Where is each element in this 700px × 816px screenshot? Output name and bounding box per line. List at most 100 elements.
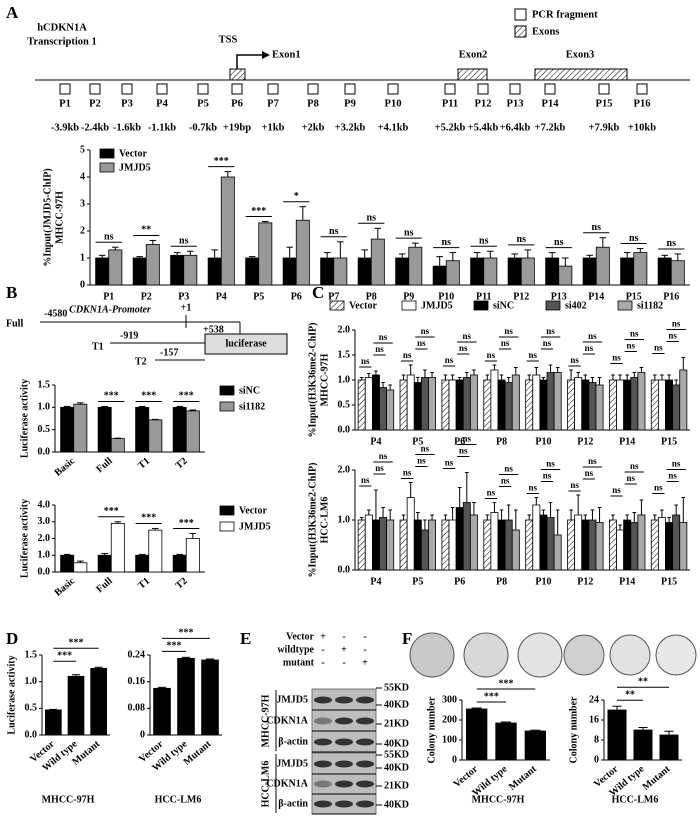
significance-label: ns: [367, 213, 377, 224]
significance-label: ns: [592, 222, 602, 233]
y-tick-label: 4.0: [38, 499, 51, 510]
y-tick-label: 1.5: [25, 649, 38, 660]
bar: [582, 257, 597, 286]
y-tick-label: 100: [442, 734, 457, 745]
primer-position: +2kb: [302, 122, 325, 133]
x-tick-label: Mutant: [641, 763, 673, 793]
bar: [495, 722, 517, 761]
promoter-title: CDKN1A-Promoter: [69, 304, 151, 315]
significance-label: ***: [57, 651, 72, 662]
tss-arrow: [236, 54, 262, 70]
x-tick-label: P14: [619, 576, 635, 587]
legend-label: PCR fragment: [532, 9, 598, 20]
significance-label: ***: [141, 513, 156, 524]
legend-swatch: [514, 25, 527, 38]
pcr-fragment: [509, 83, 521, 95]
blot-band: [314, 760, 332, 768]
bar: [420, 377, 429, 431]
primer-label: P1: [59, 98, 71, 109]
primer-label: P9: [344, 98, 356, 109]
bar: [462, 502, 471, 571]
y-axis-label: %Input(H3K36me2-ChIP): [307, 462, 318, 577]
pcr-fragment: [444, 83, 456, 95]
x-tick-label: P3: [178, 291, 189, 302]
significance-label: ns: [361, 475, 370, 485]
y-axis-label: Luciferase activity: [19, 379, 30, 458]
significance-label: ns: [585, 343, 594, 353]
bar: [490, 369, 499, 431]
condition-label: wildtype: [277, 644, 314, 655]
y-axis-label: HCC-LM6: [319, 497, 330, 544]
bar: [95, 257, 110, 286]
legend-label: siNC: [493, 300, 514, 311]
pcr-fragment: [59, 83, 71, 95]
x-tick-label: P12: [577, 436, 593, 447]
condition-sign: -: [321, 644, 324, 655]
significance-label: ns: [668, 471, 677, 481]
significance-label: ns: [179, 236, 189, 247]
y-tick-label: 0.5: [38, 424, 51, 435]
bar: [386, 389, 395, 431]
primer-label: P3: [121, 98, 133, 109]
significance-label: ns: [417, 338, 426, 348]
legend-swatch: [219, 401, 235, 412]
significance-label: ***: [214, 156, 229, 167]
blot-band: [335, 696, 353, 704]
panel-label: C: [312, 283, 324, 302]
y-tick-label: 1.0: [38, 402, 51, 413]
panel-label: D: [6, 629, 18, 648]
x-tick-label: T2: [174, 456, 190, 472]
colony-images: [409, 632, 697, 678]
exon-label: Exon3: [566, 49, 595, 60]
transcript-name: Transcription 1: [27, 36, 97, 47]
bar: [620, 257, 635, 286]
bar: [110, 523, 125, 573]
primer-label: P7: [267, 98, 279, 109]
significance-label: ns: [588, 331, 597, 341]
x-tick-label: P8: [496, 436, 507, 447]
bar: [672, 514, 681, 571]
significance-label: ns: [487, 488, 496, 498]
pcr-fragment: [267, 83, 279, 95]
x-tick-label: P6: [454, 436, 465, 447]
y-tick-label: 1.0: [38, 550, 51, 561]
x-tick-label: P2: [141, 291, 152, 302]
x-tick-label: P9: [403, 291, 414, 302]
y-tick-label: 0.0: [338, 564, 351, 575]
condition-sign: -: [342, 631, 345, 642]
construct-start: -919: [120, 330, 138, 341]
significance-label: ***: [179, 518, 194, 529]
gene-name: hCDKN1A: [37, 22, 87, 33]
protein-label: β-actin: [278, 798, 308, 809]
bar: [320, 257, 335, 286]
bar: [60, 406, 75, 453]
condition-sign: -: [363, 631, 366, 642]
significance-label: ns: [570, 355, 579, 365]
bar: [445, 260, 460, 286]
bar: [539, 514, 548, 571]
bar: [148, 529, 163, 573]
legend-swatch: [514, 8, 527, 21]
bar: [441, 519, 450, 571]
bar: [633, 729, 653, 761]
significance-label: ***: [104, 391, 119, 402]
significance-label: ns: [504, 464, 513, 474]
bar: [630, 377, 639, 431]
y-tick-label: 0: [140, 729, 145, 740]
bar: [364, 514, 373, 571]
bar: [511, 529, 520, 571]
x-axis-label: MHCC-97H: [42, 794, 95, 805]
legend-label: Vector: [349, 300, 378, 311]
construct-name: T1: [92, 341, 104, 352]
bar: [507, 257, 522, 286]
panel-label: F: [402, 629, 412, 648]
significance-label: ***: [141, 391, 156, 402]
bar: [608, 519, 617, 571]
condition-sign: +: [341, 644, 347, 655]
y-tick-label: 0.0: [38, 566, 51, 577]
bar: [379, 387, 388, 431]
x-tick-label: T1: [136, 456, 152, 472]
legend-swatch: [99, 162, 115, 173]
significance-label: ns: [379, 332, 388, 342]
significance-label: ***: [179, 391, 194, 402]
